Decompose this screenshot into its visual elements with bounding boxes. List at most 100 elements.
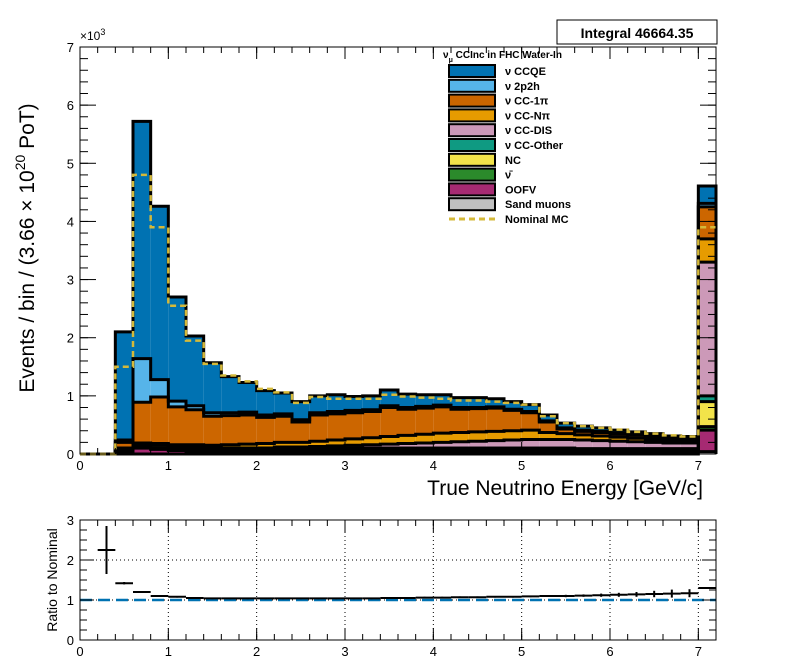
ratio-point — [292, 597, 310, 600]
legend-swatch — [448, 64, 496, 78]
bar-nubar-35 — [698, 426, 716, 431]
legend-label: ν CC-Other — [505, 140, 564, 152]
bar-cc-1pi-19 — [415, 408, 434, 435]
ratio-point — [627, 592, 646, 597]
bar-oofv-5 — [168, 450, 186, 454]
bar-cc-npi-25 — [521, 430, 540, 440]
main-x-ticks: 0 1 2 3 4 5 6 7 — [76, 47, 717, 473]
main-x-axis-label: True Neutrino Energy [GeV/c] — [427, 477, 703, 500]
bar-cc-1pi-28 — [574, 431, 593, 435]
bar-ccqe-27 — [557, 423, 575, 428]
bar-ccqe-17 — [380, 390, 398, 406]
y-tick-label: 7 — [67, 40, 74, 55]
legend-swatch — [448, 123, 496, 138]
bar-ccqe-3 — [133, 121, 151, 359]
x-tick-label: 6 — [606, 458, 613, 473]
bar-cc-npi-21 — [451, 432, 469, 442]
nominal-mc-line — [80, 173, 716, 456]
legend: ν CCQE ν 2p2h ν CC-1π ν CC-Nπ ν CC-DIS ν CC-O… — [448, 64, 571, 226]
bar-cc-npi-22 — [468, 431, 487, 442]
bar-cc-dis-23 — [486, 440, 504, 449]
ratio-point — [521, 595, 540, 598]
bar-cc-npi-28 — [574, 434, 593, 441]
bar-cc-1pi-5 — [168, 406, 186, 445]
ratio-y-ticks: 0 1 2 3 — [67, 513, 716, 648]
ratio-point — [168, 595, 186, 598]
legend-swatch — [448, 138, 496, 152]
ratio-point — [610, 592, 628, 597]
bar-ccqe-13 — [309, 395, 328, 413]
bar-cc-npi-19 — [415, 434, 434, 443]
x-tick-label: 6 — [606, 644, 613, 659]
y-tick-label: 4 — [67, 214, 74, 229]
x-tick-label: 0 — [76, 644, 83, 659]
bar-ccqe-12 — [292, 401, 310, 420]
legend-label: ν 2p2h — [505, 81, 540, 93]
bar-oofv-35 — [698, 430, 716, 452]
outline-cc-dis — [80, 260, 718, 456]
ratio-y-tick-label: 2 — [67, 553, 74, 568]
stack-outlines — [80, 119, 718, 456]
bar-cc-dis-16 — [362, 444, 381, 449]
bar-cc-1pi-11 — [274, 416, 292, 443]
bar-cc-npi-8 — [221, 444, 239, 449]
ratio-y-tick-label: 1 — [67, 593, 74, 608]
bar-cc-npi-27 — [557, 433, 575, 440]
legend-label: Sand muons — [505, 199, 571, 211]
bar-cc-1pi-16 — [362, 411, 381, 438]
bar-cc-1pi-3 — [133, 402, 151, 443]
ratio-points — [97, 526, 716, 600]
bar-cc-1pi-2 — [115, 442, 133, 449]
bar-oofv-4 — [150, 449, 169, 454]
outline-cc-npi — [80, 237, 718, 456]
bar-cc-1pi-26 — [539, 422, 557, 433]
ratio-point — [221, 597, 239, 600]
bar-cc-npi-9 — [239, 444, 257, 449]
legend-label: OOFV — [505, 184, 537, 196]
ratio-point — [239, 597, 257, 600]
ratio-point — [256, 597, 275, 600]
main-histogram: 0 1 2 3 4 5 6 7 0 1 2 3 4 5 6 7 ×103 Events / bin / (3… — [12, 19, 718, 500]
bar-cc-dis-30 — [610, 441, 628, 449]
bar-2p2h-6 — [186, 405, 204, 410]
bar-cc-npi-17 — [380, 436, 398, 445]
bar-ccqe-22 — [468, 397, 487, 408]
bar-cc-1pi-6 — [186, 409, 204, 445]
ratio-point — [433, 596, 451, 599]
bar-ccqe-8 — [221, 376, 239, 413]
bar-cc-1pi-14 — [327, 413, 345, 441]
ratio-point — [186, 597, 204, 599]
bar-2p2h-4 — [150, 379, 169, 398]
legend-label: NC — [505, 155, 521, 167]
legend-swatch — [448, 78, 496, 93]
bar-cc-1pi-24 — [504, 410, 522, 431]
bar-ccqe-29 — [592, 427, 610, 432]
ratio-point — [698, 587, 716, 589]
bar-cc-npi-31 — [627, 438, 646, 442]
bar-cc-dis-32 — [645, 442, 663, 449]
ratio-point — [539, 595, 557, 597]
legend-swatch — [448, 108, 496, 123]
legend-swatch — [448, 152, 496, 167]
bar-cc-1pi-22 — [468, 408, 487, 432]
bar-cc-npi-20 — [433, 433, 451, 443]
bar-cc-npi-30 — [610, 437, 628, 442]
ratio-point — [97, 526, 116, 574]
bar-cc-dis-31 — [627, 441, 646, 449]
bar-cc-dis-25 — [521, 439, 540, 449]
x-tick-label: 2 — [253, 458, 260, 473]
ratio-point — [380, 597, 398, 599]
bar-cc-npi-18 — [398, 435, 416, 444]
bar-ccqe-21 — [451, 397, 469, 408]
bar-cc-dis-19 — [415, 442, 434, 449]
bar-ccqe-7 — [203, 362, 222, 413]
bar-cc-dis-22 — [468, 441, 487, 449]
ratio-point — [663, 589, 681, 598]
bar-cc-dis-24 — [504, 440, 522, 449]
ratio-point — [557, 594, 575, 598]
bar-cc-npi-12 — [292, 442, 310, 448]
bar-ccqe-24 — [504, 401, 522, 410]
bar-cc-1pi-15 — [345, 412, 363, 439]
y-multiplier: ×103 — [80, 27, 105, 43]
bar-cc-dis-35 — [698, 262, 716, 396]
